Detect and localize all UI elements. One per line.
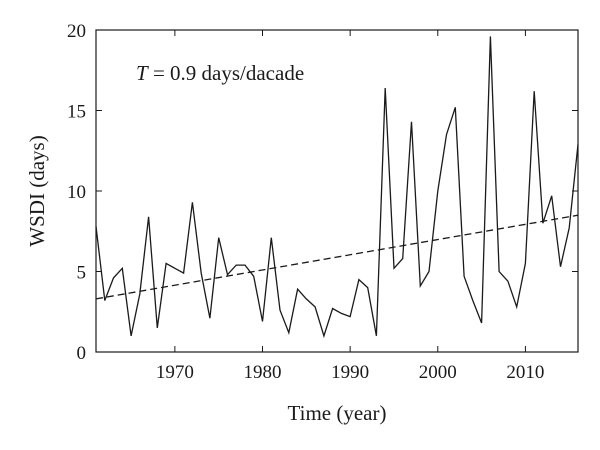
wsdi-series-line xyxy=(95,36,579,339)
trend-annotation-text: = 0.9 days/dacade xyxy=(148,61,304,85)
y-axis-title: WSDI (days) xyxy=(25,135,49,246)
y-tick-label-10: 10 xyxy=(67,182,86,203)
trend-annotation-symbol: T xyxy=(136,61,149,85)
y-tick-label-0: 0 xyxy=(77,343,87,364)
x-axis-title: Time (year) xyxy=(288,401,387,425)
series-layer xyxy=(95,36,579,339)
y-tick-label-20: 20 xyxy=(67,21,86,42)
x-tick-label-1980: 1980 xyxy=(244,362,282,383)
x-tick-label-1970: 1970 xyxy=(156,362,194,383)
x-tick-label-2000: 2000 xyxy=(419,362,457,383)
x-tick-label-1990: 1990 xyxy=(331,362,369,383)
x-tick-label-2010: 2010 xyxy=(506,362,544,383)
y-tick-label-15: 15 xyxy=(67,102,86,123)
y-tick-label-5: 5 xyxy=(77,263,87,284)
trend-line xyxy=(95,214,579,300)
trend-annotation: T = 0.9 days/dacade xyxy=(136,61,304,85)
